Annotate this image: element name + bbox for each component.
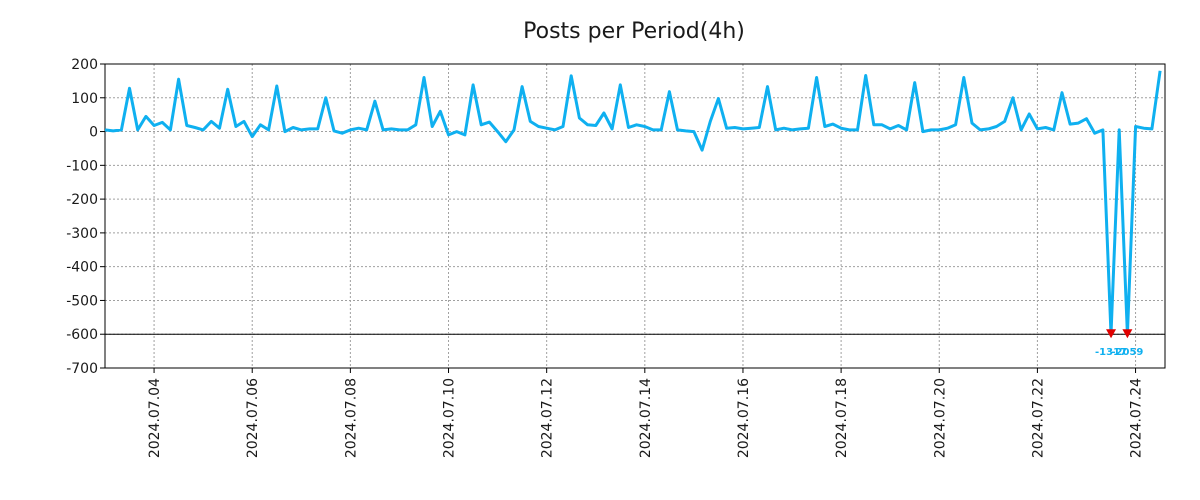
min-marker [1122, 329, 1133, 339]
chart-title: Posts per Period(4h) [523, 19, 745, 44]
y-tick-label: -400 [66, 260, 98, 276]
y-tick-label: -100 [66, 158, 98, 174]
y-tick-label: -600 [66, 327, 98, 343]
y-tick-label: -300 [66, 226, 98, 242]
series [104, 70, 1162, 336]
x-tick-label: 2024.07.06 [245, 378, 261, 458]
min-marker [1106, 329, 1117, 339]
y-tick-label: -200 [66, 192, 98, 208]
x-tick-label: 2024.07.04 [147, 378, 163, 458]
x-tick-label: 2024.07.22 [1030, 378, 1046, 458]
x-tick-label: 2024.07.16 [736, 378, 752, 458]
x-tick-label: 2024.07.20 [932, 378, 948, 458]
x-tick-label: 2024.07.18 [834, 378, 850, 458]
annotations: -1317-2059 [1095, 329, 1143, 358]
annotation-label: -1317 [1095, 347, 1127, 358]
annotation-label: -2059 [1111, 347, 1143, 358]
y-tick-label: 100 [71, 91, 98, 107]
x-tick-label: 2024.07.10 [442, 378, 458, 458]
y-tick-label: -700 [66, 361, 98, 377]
y-tick-label: 0 [89, 125, 98, 141]
y-tick-label: -500 [66, 293, 98, 309]
x-tick-label: 2024.07.14 [638, 378, 654, 458]
axes: 200 100 0 -100 -200 -300 -400 -500 -600 -700 2024.… [66, 57, 1166, 458]
x-tick-label: 2024.07.12 [540, 378, 556, 458]
plot-frame [104, 63, 1166, 369]
y-tick-label: 200 [71, 57, 98, 73]
series-line [104, 70, 1162, 336]
x-tick-label: 2024.07.08 [343, 378, 359, 458]
x-tick-label: 2024.07.24 [1129, 378, 1145, 458]
grid [105, 64, 1165, 368]
